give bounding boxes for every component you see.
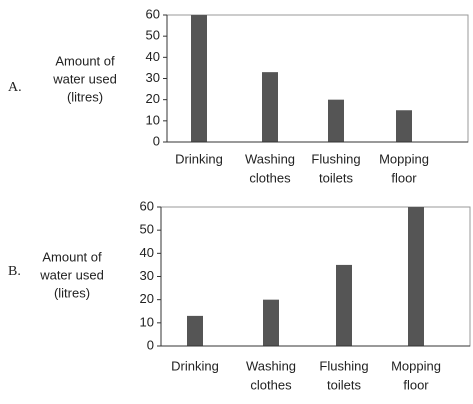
x-tick-label: toilets <box>319 170 353 185</box>
chart-label: B. <box>8 264 21 279</box>
x-tick-label: floor <box>403 377 429 392</box>
x-tick-label: Washing <box>245 151 295 166</box>
y-tick-label: 10 <box>146 112 160 127</box>
plot-frame <box>166 14 469 143</box>
y-tick-label: 20 <box>146 91 160 106</box>
x-tick-label: clothes <box>250 377 292 392</box>
bar <box>262 72 278 142</box>
x-tick-label: Flushing <box>319 358 368 373</box>
x-tick-label: clothes <box>249 170 291 185</box>
y-tick-label: 0 <box>147 337 154 352</box>
y-tick-label: 50 <box>146 28 160 43</box>
x-tick-label: Flushing <box>311 151 360 166</box>
y-tick-label: 10 <box>140 314 154 329</box>
x-tick-label: Drinking <box>175 151 223 166</box>
y-axis-label: Amount of <box>55 53 115 68</box>
y-tick-label: 60 <box>140 198 154 213</box>
y-tick-label: 30 <box>140 268 154 283</box>
y-tick-label: 20 <box>140 291 154 306</box>
y-axis-label: (litres) <box>67 89 103 104</box>
bar <box>191 15 207 142</box>
x-tick-label: Washing <box>246 358 296 373</box>
bar <box>263 299 279 346</box>
y-axis-label: Amount of <box>42 249 102 264</box>
y-axis-label: (litres) <box>54 285 90 300</box>
bar <box>187 315 203 346</box>
bar <box>328 99 344 142</box>
y-axis-label: water used <box>39 267 104 282</box>
bar <box>336 264 352 346</box>
y-tick-label: 40 <box>146 49 160 64</box>
y-tick-label: 30 <box>146 70 160 85</box>
y-axis-label: water used <box>52 71 117 86</box>
y-tick-label: 0 <box>153 133 160 148</box>
x-tick-label: Mopping <box>391 358 441 373</box>
x-tick-label: floor <box>391 170 417 185</box>
y-tick-label: 40 <box>140 245 154 260</box>
chart-label: A. <box>8 80 22 95</box>
bar <box>396 110 412 142</box>
bar <box>408 207 424 346</box>
x-tick-label: Mopping <box>379 151 429 166</box>
y-tick-label: 60 <box>146 6 160 21</box>
x-tick-label: toilets <box>327 377 361 392</box>
y-tick-label: 50 <box>140 222 154 237</box>
x-tick-label: Drinking <box>171 358 219 373</box>
